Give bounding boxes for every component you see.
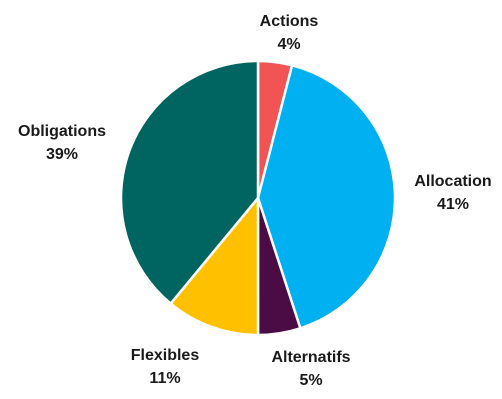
slice-label-alternatifs: Alternatifs xyxy=(271,349,350,366)
slice-label-obligations: Obligations xyxy=(18,123,106,140)
slice-label-allocation: Allocation xyxy=(414,173,491,190)
slice-label-actions: Actions xyxy=(260,13,319,30)
slice-value-label-flexibles: 11% xyxy=(149,370,180,387)
pie-slice-allocation xyxy=(256,64,397,330)
slice-label-flexibles: Flexibles xyxy=(131,347,200,364)
slice-value-label-alternatifs: 5% xyxy=(299,372,322,389)
pie-slice-obligations xyxy=(119,59,260,305)
slice-value-label-allocation: 41% xyxy=(437,196,469,213)
pie-slices xyxy=(119,59,397,337)
pie-labels: Actions 4% Allocation 41% Alternatifs 5% Flexi… xyxy=(18,13,492,389)
slice-value-label-actions: 4% xyxy=(277,36,300,53)
slice-value-label-obligations: 39% xyxy=(46,146,78,163)
pie-slice-flexibles xyxy=(169,196,260,337)
